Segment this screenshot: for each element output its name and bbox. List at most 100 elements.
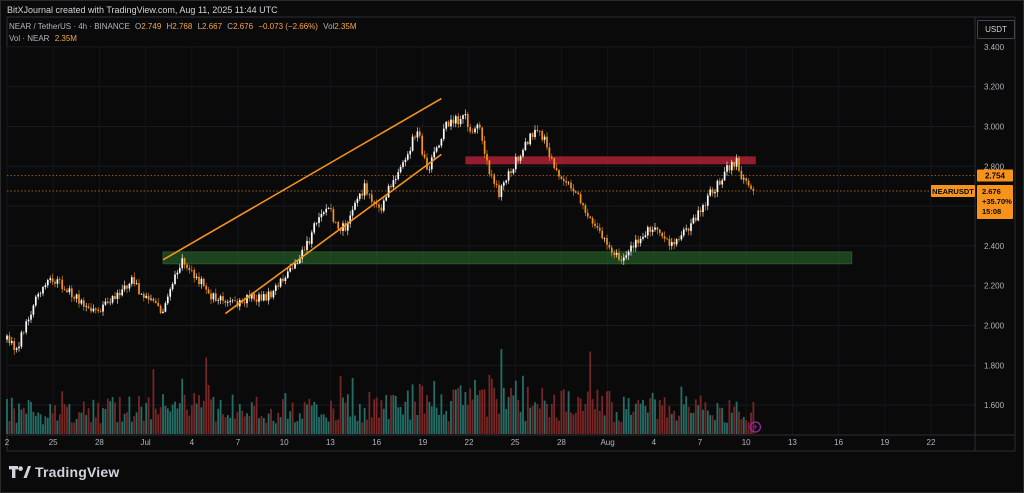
candle-body bbox=[714, 192, 716, 194]
volume-bar bbox=[118, 396, 121, 434]
candle-body bbox=[553, 158, 556, 169]
volume-bar bbox=[728, 400, 731, 434]
currency-unit-button[interactable]: USDT bbox=[977, 20, 1015, 39]
candle-body bbox=[721, 180, 724, 185]
volume-bar bbox=[169, 411, 172, 434]
volume-bar bbox=[452, 389, 455, 434]
volume-bar bbox=[334, 420, 337, 434]
volume-bar bbox=[94, 417, 97, 434]
candle-body bbox=[284, 277, 287, 281]
candle-body bbox=[13, 341, 16, 350]
volume-bar bbox=[49, 404, 52, 434]
candle-body bbox=[56, 279, 59, 284]
candle-body bbox=[598, 227, 601, 231]
candle-body bbox=[541, 131, 544, 140]
candle-body bbox=[433, 151, 436, 158]
symbol-tag-text: NEARUSDT bbox=[932, 187, 974, 196]
volume-bar bbox=[315, 404, 318, 434]
volume-bar bbox=[310, 405, 313, 434]
time-tick-label: 28 bbox=[557, 438, 566, 447]
time-tick-label: 10 bbox=[280, 438, 289, 447]
volume-bar bbox=[126, 412, 128, 434]
candle-body bbox=[682, 229, 685, 236]
candle-body bbox=[500, 185, 503, 197]
volume-bar bbox=[613, 422, 616, 434]
volume-bar bbox=[121, 421, 124, 434]
volume-legend[interactable]: Vol · NEAR 2.35M bbox=[9, 34, 77, 43]
candle-body bbox=[670, 242, 673, 246]
volume-bar bbox=[224, 417, 227, 434]
volume-bar bbox=[356, 420, 359, 434]
volume-bar bbox=[344, 402, 347, 434]
candle-body bbox=[558, 170, 560, 177]
candle-body bbox=[697, 210, 700, 221]
volume-bar bbox=[512, 395, 515, 434]
candle-body bbox=[685, 228, 688, 230]
volume-bar bbox=[584, 403, 587, 434]
volume-bar bbox=[670, 413, 673, 434]
volume-bar bbox=[267, 413, 270, 434]
candle-body bbox=[313, 223, 316, 233]
candle-body bbox=[214, 293, 217, 301]
volume-bar bbox=[752, 402, 755, 434]
candle-body bbox=[147, 295, 150, 300]
volume-key: Vol bbox=[323, 22, 335, 31]
volume-bar bbox=[457, 387, 460, 434]
candle-body bbox=[82, 300, 85, 307]
volume-bar bbox=[658, 399, 661, 434]
volume-bar bbox=[524, 420, 527, 434]
candle-body bbox=[606, 238, 608, 245]
price-tick-label: 2.000 bbox=[984, 322, 1005, 331]
volume-bar bbox=[409, 419, 412, 434]
volume-bar bbox=[265, 422, 268, 434]
time-tick-label: 22 bbox=[465, 438, 474, 447]
volume-bar bbox=[608, 390, 611, 434]
candle-body bbox=[116, 292, 119, 299]
volume-bar bbox=[15, 422, 18, 434]
volume-bar bbox=[147, 397, 150, 434]
time-tick-label: 13 bbox=[326, 438, 335, 447]
candle-body bbox=[164, 303, 167, 312]
price-change: −0.073 (−2.66%) bbox=[258, 22, 318, 31]
volume-bar bbox=[471, 399, 474, 434]
candle-body bbox=[454, 116, 457, 124]
candle-body bbox=[673, 242, 676, 245]
volume-bar bbox=[562, 389, 565, 434]
candle-body bbox=[10, 341, 13, 344]
candle-body bbox=[502, 182, 505, 186]
candle-body bbox=[706, 195, 709, 206]
volume-bar bbox=[450, 401, 452, 434]
candle-body bbox=[726, 165, 728, 172]
symbol-legend[interactable]: NEAR / TetherUS · 4h · BINANCE O2.749 H2… bbox=[9, 22, 357, 31]
candle-body bbox=[327, 208, 330, 209]
candle-body bbox=[320, 213, 323, 218]
candle-body bbox=[291, 268, 294, 269]
time-tick-label: 4 bbox=[652, 438, 657, 447]
candle-body bbox=[22, 332, 25, 333]
candle-body bbox=[466, 114, 469, 128]
volume-bar bbox=[44, 416, 47, 434]
candle-body bbox=[253, 293, 256, 300]
candle-body bbox=[145, 295, 148, 298]
volume-bar bbox=[250, 402, 253, 434]
candle-body bbox=[411, 136, 414, 151]
candle-body bbox=[709, 189, 712, 196]
candle-body bbox=[61, 279, 64, 290]
volume-bar bbox=[543, 400, 546, 434]
candle-body bbox=[186, 264, 188, 268]
candle-body bbox=[370, 194, 373, 202]
candle-body bbox=[111, 296, 114, 303]
candle-body bbox=[490, 174, 493, 175]
volume-bar bbox=[303, 402, 306, 434]
volume-bar bbox=[176, 408, 179, 434]
candle-body bbox=[642, 236, 644, 239]
candle-body bbox=[140, 293, 143, 295]
channel-upper-line bbox=[162, 97, 442, 261]
price-tick-label: 1.600 bbox=[984, 401, 1005, 410]
volume-bar bbox=[493, 387, 496, 434]
channel-drawings[interactable] bbox=[162, 97, 762, 433]
volume-bar bbox=[68, 404, 71, 434]
volume-bar bbox=[142, 420, 145, 434]
candle-body bbox=[135, 283, 138, 285]
